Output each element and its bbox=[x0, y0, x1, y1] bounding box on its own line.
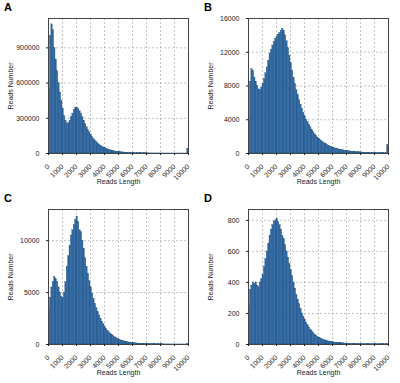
svg-text:Reads Number: Reads Number bbox=[207, 253, 214, 301]
svg-text:7000: 7000 bbox=[133, 354, 149, 370]
svg-text:0: 0 bbox=[43, 354, 51, 362]
svg-text:Reads Number: Reads Number bbox=[7, 62, 14, 110]
svg-text:9000: 9000 bbox=[360, 162, 377, 179]
svg-text:2000: 2000 bbox=[263, 354, 279, 370]
svg-text:10000: 10000 bbox=[372, 354, 391, 373]
svg-text:6000: 6000 bbox=[319, 163, 335, 179]
svg-text:1000: 1000 bbox=[49, 354, 65, 370]
svg-text:800: 800 bbox=[228, 217, 240, 224]
svg-text:6000: 6000 bbox=[119, 354, 135, 370]
svg-text:8000: 8000 bbox=[224, 82, 240, 89]
svg-text:3000: 3000 bbox=[277, 354, 293, 370]
svg-text:5000: 5000 bbox=[305, 163, 321, 179]
html-text:B: B bbox=[204, 1, 212, 13]
svg-text:Reads Length: Reads Length bbox=[297, 369, 341, 377]
svg-text:3000: 3000 bbox=[77, 163, 93, 179]
svg-text:0: 0 bbox=[243, 354, 251, 362]
svg-text:1000: 1000 bbox=[249, 354, 265, 370]
svg-text:Reads Number: Reads Number bbox=[207, 62, 214, 110]
svg-text:0: 0 bbox=[236, 341, 240, 348]
svg-text:10000: 10000 bbox=[20, 237, 40, 244]
svg-text:3000: 3000 bbox=[77, 354, 93, 370]
svg-text:1000: 1000 bbox=[249, 163, 265, 179]
svg-text:Reads Number: Reads Number bbox=[7, 253, 14, 301]
svg-text:7000: 7000 bbox=[333, 163, 349, 179]
svg-text:6000: 6000 bbox=[119, 163, 135, 179]
svg-text:6000: 6000 bbox=[319, 354, 335, 370]
svg-text:7000: 7000 bbox=[333, 354, 349, 370]
svg-text:600: 600 bbox=[228, 248, 240, 255]
svg-text:Reads Length: Reads Length bbox=[97, 178, 141, 186]
svg-text:16000: 16000 bbox=[220, 15, 240, 22]
svg-text:3000: 3000 bbox=[277, 163, 293, 179]
svg-text:0: 0 bbox=[36, 341, 40, 348]
svg-text:1000: 1000 bbox=[49, 163, 65, 179]
svg-text:8000: 8000 bbox=[347, 163, 363, 179]
svg-text:8000: 8000 bbox=[147, 163, 163, 179]
svg-text:0: 0 bbox=[243, 163, 251, 171]
svg-text:10000: 10000 bbox=[372, 163, 391, 182]
svg-text:9000: 9000 bbox=[160, 353, 177, 370]
svg-text:9000: 9000 bbox=[160, 162, 177, 179]
svg-text:10000: 10000 bbox=[172, 163, 191, 182]
svg-text:2000: 2000 bbox=[263, 163, 279, 179]
svg-text:5000: 5000 bbox=[305, 354, 321, 370]
svg-text:4000: 4000 bbox=[224, 116, 240, 123]
svg-text:4000: 4000 bbox=[91, 354, 107, 370]
svg-text:2000: 2000 bbox=[63, 354, 79, 370]
svg-text:300000: 300000 bbox=[16, 115, 39, 122]
svg-text:200: 200 bbox=[228, 310, 240, 317]
svg-text:4000: 4000 bbox=[91, 163, 107, 179]
svg-text:8000: 8000 bbox=[147, 354, 163, 370]
svg-text:7000: 7000 bbox=[133, 163, 149, 179]
svg-text:Reads Length: Reads Length bbox=[97, 369, 141, 377]
svg-text:4000: 4000 bbox=[291, 354, 307, 370]
svg-text:600000: 600000 bbox=[16, 79, 39, 86]
svg-text:4000: 4000 bbox=[291, 163, 307, 179]
svg-text:8000: 8000 bbox=[347, 354, 363, 370]
html-text:C: C bbox=[4, 192, 12, 204]
svg-text:0: 0 bbox=[43, 163, 51, 171]
svg-text:2000: 2000 bbox=[63, 163, 79, 179]
svg-text:9000: 9000 bbox=[360, 353, 377, 370]
svg-text:900000: 900000 bbox=[16, 44, 39, 51]
svg-text:5000: 5000 bbox=[105, 163, 121, 179]
svg-text:10000: 10000 bbox=[172, 354, 191, 373]
svg-text:5000: 5000 bbox=[105, 354, 121, 370]
svg-text:5000: 5000 bbox=[24, 289, 40, 296]
svg-text:0: 0 bbox=[236, 150, 240, 157]
svg-text:Reads Length: Reads Length bbox=[297, 178, 341, 186]
svg-text:400: 400 bbox=[228, 279, 240, 286]
svg-text:0: 0 bbox=[36, 150, 40, 157]
svg-text:12000: 12000 bbox=[220, 48, 240, 55]
html-text:A: A bbox=[4, 1, 12, 13]
html-text:D: D bbox=[204, 192, 212, 204]
